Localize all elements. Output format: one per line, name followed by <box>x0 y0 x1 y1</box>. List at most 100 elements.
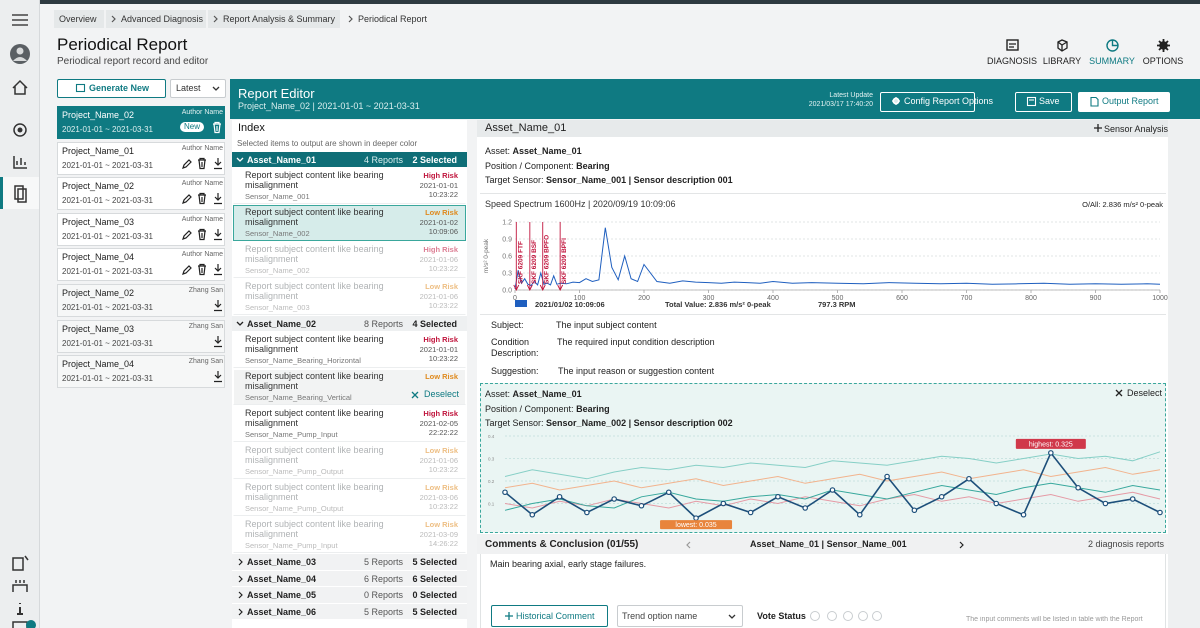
project-card[interactable] <box>57 284 225 317</box>
next-icon-part <box>959 541 964 549</box>
historical-label[interactable]: Historical Comment <box>516 611 595 621</box>
generate-button[interactable] <box>57 79 166 98</box>
group-header[interactable] <box>232 554 467 571</box>
download-icon[interactable] <box>213 300 223 312</box>
nav-item[interactable]: LIBRARY <box>1042 56 1082 66</box>
trend-select[interactable] <box>617 605 743 627</box>
editor-button-icon-part <box>1090 96 1099 107</box>
editor-button[interactable] <box>1078 92 1170 112</box>
nav-icon[interactable] <box>1056 39 1069 52</box>
edit-icon[interactable] <box>182 158 192 169</box>
nav-item[interactable]: OPTIONS <box>1142 56 1184 66</box>
team-icon[interactable] <box>12 580 28 592</box>
target-icon[interactable] <box>13 123 27 137</box>
page-subtitle: Periodical report record and editor <box>57 56 209 67</box>
breadcrumb-item[interactable]: Overview <box>59 14 97 24</box>
report-item-time: 10:09:06 <box>428 227 458 236</box>
download-icon[interactable] <box>213 229 223 241</box>
home-icon[interactable] <box>12 79 28 95</box>
editor-button-label[interactable]: Config Report Options <box>904 96 994 106</box>
group-header[interactable] <box>232 603 467 620</box>
vote-option[interactable] <box>843 611 853 621</box>
menu-icon[interactable] <box>12 14 28 26</box>
nav-icon[interactable] <box>1157 39 1170 52</box>
editor-button-label[interactable]: Output Report <box>1102 96 1159 106</box>
analysis-icon[interactable] <box>13 156 27 169</box>
fault-marker-arrow <box>526 284 533 292</box>
breadcrumb-pill[interactable] <box>106 10 206 28</box>
trash-icon[interactable] <box>197 157 207 170</box>
report-item[interactable] <box>233 242 466 278</box>
edit-icon[interactable] <box>182 264 192 275</box>
group-header[interactable] <box>232 316 467 332</box>
report-item[interactable] <box>233 168 466 204</box>
trash-icon[interactable] <box>197 263 207 276</box>
breadcrumb-item[interactable]: Advanced Diagnosis <box>121 14 204 24</box>
report-item[interactable] <box>233 443 466 479</box>
download-icon[interactable] <box>213 371 223 383</box>
report-item-title: Report subject content like bearing misa… <box>245 334 384 354</box>
project-card[interactable] <box>57 355 225 388</box>
report-item[interactable] <box>233 480 466 516</box>
report-item[interactable] <box>233 205 466 241</box>
trash-icon[interactable] <box>212 121 222 134</box>
project-card[interactable] <box>57 248 225 281</box>
generate-label[interactable]: Generate New <box>89 83 150 93</box>
report-item-date: 2021-01-02 <box>419 218 458 227</box>
vote-option[interactable] <box>858 611 868 621</box>
info-icon[interactable] <box>17 603 23 615</box>
report-item[interactable] <box>233 406 466 442</box>
breadcrumb-pill[interactable] <box>54 10 104 28</box>
nav-item[interactable]: DIAGNOSIS <box>986 56 1038 66</box>
historical-button[interactable] <box>491 605 608 627</box>
trash-icon[interactable] <box>197 192 207 205</box>
report-icon[interactable] <box>14 185 27 203</box>
download-icon[interactable] <box>213 264 223 276</box>
project-card[interactable] <box>57 177 225 210</box>
breadcrumb-pill[interactable] <box>208 10 340 28</box>
sensor-analysis-icon[interactable] <box>1094 124 1102 132</box>
report-item[interactable] <box>233 332 466 368</box>
breadcrumb-item[interactable]: Report Analysis & Summary <box>223 14 336 24</box>
sort-label[interactable]: Latest <box>176 83 201 93</box>
nav-icon-part <box>1006 39 1019 51</box>
vote-option[interactable] <box>810 611 820 621</box>
nav-item[interactable]: SUMMARY <box>1089 56 1135 66</box>
editor-button-label[interactable]: Save <box>1039 96 1060 106</box>
next-icon[interactable] <box>959 541 965 549</box>
deselect-icon[interactable] <box>411 391 419 399</box>
trend-point <box>775 493 781 500</box>
trend-select-label[interactable]: Trend option name <box>622 611 698 621</box>
edit-icon[interactable] <box>182 229 192 240</box>
group-header[interactable] <box>232 152 467 168</box>
deselect-label[interactable]: Deselect <box>424 389 460 399</box>
download-icon-part <box>214 229 222 241</box>
editor-button[interactable] <box>1015 92 1072 112</box>
project-card[interactable] <box>57 320 225 353</box>
group-header[interactable] <box>232 570 467 587</box>
nav-icon[interactable] <box>1106 39 1119 52</box>
trash-icon[interactable] <box>197 228 207 241</box>
report-item[interactable] <box>233 279 466 315</box>
download-icon[interactable] <box>213 193 223 205</box>
trend-select-chevron-part <box>728 614 736 619</box>
vote-option[interactable] <box>827 611 837 621</box>
report-item[interactable] <box>233 517 466 553</box>
tool-icon[interactable] <box>12 555 29 571</box>
edit-icon[interactable] <box>182 193 192 204</box>
project-card[interactable] <box>57 213 225 246</box>
prev-icon[interactable] <box>685 541 691 549</box>
vote-option[interactable] <box>872 611 882 621</box>
deselect-icon[interactable] <box>1115 389 1123 397</box>
download-icon[interactable] <box>213 158 223 170</box>
x-tick-label: 1000 <box>1152 295 1168 302</box>
vote-option-part <box>858 611 868 621</box>
report-item[interactable] <box>233 369 466 405</box>
y-tick-label: 0.4 <box>488 434 495 439</box>
editor-button[interactable] <box>880 92 975 112</box>
download-icon[interactable] <box>213 336 223 348</box>
project-card[interactable] <box>57 142 225 175</box>
sort-select[interactable] <box>170 79 226 98</box>
nav-icon[interactable] <box>1006 39 1019 52</box>
group-header[interactable] <box>232 587 467 604</box>
